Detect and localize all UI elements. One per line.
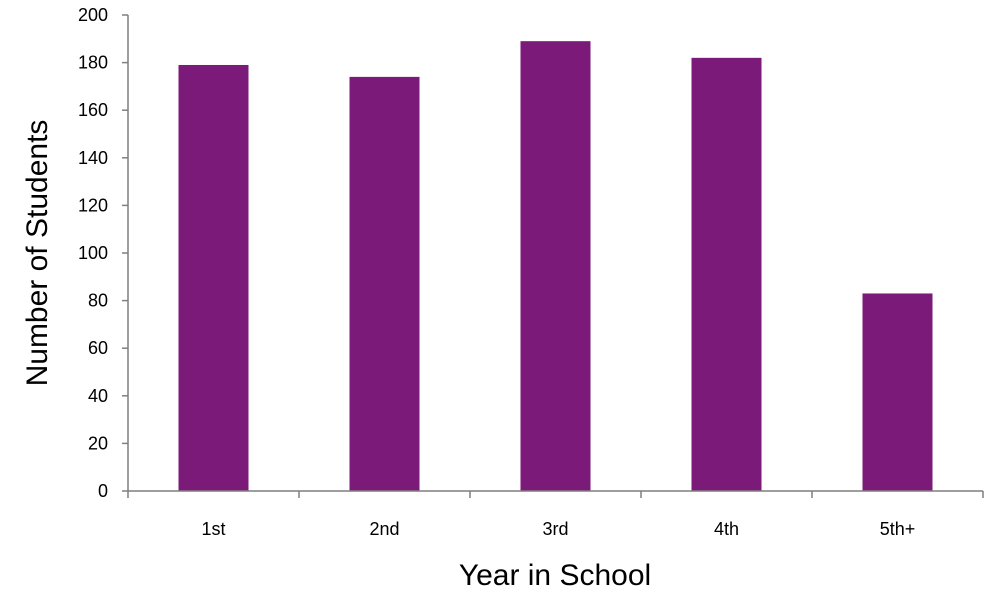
y-axis-ticks: 0 20 40 60 80 100 120 140 160 180 200: [78, 5, 128, 501]
y-tick-label: 0: [98, 481, 108, 501]
x-axis-ticks: 1st 2nd 3rd 4th 5th+: [127, 491, 984, 539]
y-tick-label: 80: [88, 291, 108, 311]
bar-3rd: [520, 41, 591, 492]
y-tick-label: 160: [78, 100, 108, 120]
x-tick-label: 3rd: [542, 519, 568, 539]
bar-2nd: [349, 76, 420, 491]
y-tick-label: 60: [88, 338, 108, 358]
bar-4th: [691, 57, 762, 492]
x-tick-label: 1st: [201, 519, 225, 539]
y-axis-title: Number of Students: [21, 120, 54, 387]
bar-1st: [178, 64, 249, 491]
y-tick-label: 140: [78, 148, 108, 168]
x-tick-label: 2nd: [369, 519, 399, 539]
x-tick-label: 5th+: [880, 519, 916, 539]
y-tick-label: 180: [78, 53, 108, 73]
y-tick-label: 100: [78, 243, 108, 263]
x-tick-label: 4th: [714, 519, 739, 539]
y-tick-label: 40: [88, 386, 108, 406]
y-tick-label: 120: [78, 195, 108, 215]
y-tick-label: 200: [78, 5, 108, 25]
y-tick-label: 20: [88, 433, 108, 453]
bar-5th+: [862, 293, 933, 491]
x-axis-title: Year in School: [459, 559, 651, 592]
bars-group: [178, 41, 933, 492]
